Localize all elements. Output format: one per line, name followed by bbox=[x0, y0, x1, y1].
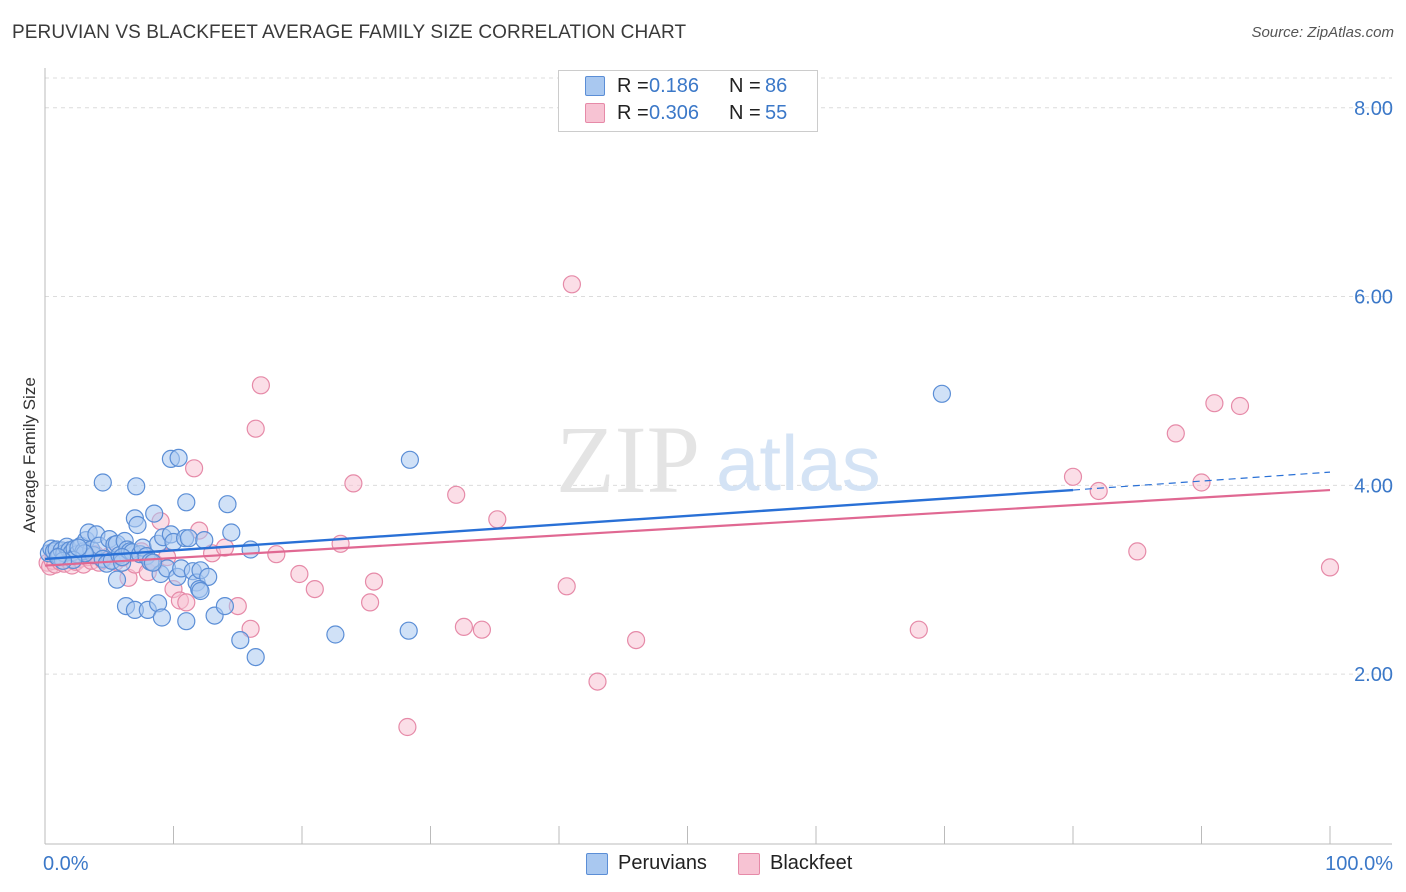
data-point bbox=[326, 625, 345, 644]
y-tick-label: 4.00 bbox=[1354, 475, 1393, 497]
tick-labels: 2.00 4.00 6.00 8.00 0.0% 100.0% bbox=[43, 98, 1393, 875]
data-point bbox=[107, 570, 127, 589]
data-point bbox=[305, 579, 324, 599]
data-point bbox=[447, 485, 466, 504]
data-point bbox=[127, 477, 146, 496]
blackfeet-legend-swatch bbox=[738, 853, 760, 875]
data-point bbox=[179, 529, 198, 548]
x-tick-label: 100.0% bbox=[1325, 853, 1393, 875]
data-point bbox=[69, 538, 88, 557]
data-point bbox=[1128, 542, 1147, 561]
data-point bbox=[199, 567, 218, 587]
data-point bbox=[169, 448, 188, 467]
data-point bbox=[1320, 558, 1340, 577]
data-point bbox=[909, 620, 928, 639]
data-point bbox=[399, 621, 418, 640]
y-tick-label: 8.00 bbox=[1354, 98, 1393, 120]
blackfeet-legend-label: Blackfeet bbox=[770, 852, 853, 874]
data-point bbox=[191, 581, 210, 601]
data-point bbox=[241, 540, 260, 559]
legend-r-label: R = bbox=[617, 102, 649, 124]
data-point bbox=[400, 450, 419, 469]
peruvians-trend-extension bbox=[1072, 471, 1331, 491]
chart-title: PERUVIAN VS BLACKFEET AVERAGE FAMILY SIZ… bbox=[12, 22, 687, 43]
data-point bbox=[246, 419, 265, 438]
data-point bbox=[364, 572, 384, 591]
data-point bbox=[177, 593, 196, 612]
data-point bbox=[1063, 467, 1083, 486]
data-point bbox=[185, 459, 204, 478]
legend-n-value: 55 bbox=[765, 102, 788, 124]
data-point bbox=[218, 495, 237, 514]
data-point bbox=[562, 275, 582, 294]
peruvians-points bbox=[39, 384, 952, 667]
data-point bbox=[361, 593, 380, 612]
legend-n-label: N = bbox=[729, 75, 761, 97]
data-point bbox=[152, 608, 171, 627]
trend-lines bbox=[44, 471, 1331, 567]
data-point bbox=[398, 717, 417, 737]
legend-r-value: 0.306 bbox=[649, 102, 700, 124]
data-point bbox=[241, 619, 260, 638]
data-point bbox=[932, 384, 952, 403]
data-point bbox=[1089, 481, 1108, 501]
data-point bbox=[145, 504, 164, 523]
legend-n-value: 86 bbox=[765, 75, 788, 97]
data-point bbox=[1230, 396, 1250, 416]
watermark-atlas: atlas bbox=[716, 419, 881, 507]
grid-lines bbox=[45, 77, 1392, 675]
peruvians-legend-label: Peruvians bbox=[618, 852, 707, 874]
data-point bbox=[454, 617, 473, 637]
data-point bbox=[472, 620, 491, 639]
blackfeet-swatch bbox=[585, 103, 605, 123]
data-point bbox=[93, 473, 112, 492]
blackfeet-trend-line bbox=[44, 488, 1331, 567]
x-tick-label: 0.0% bbox=[43, 853, 89, 875]
data-point bbox=[251, 376, 270, 395]
peruvians-trend-line bbox=[44, 488, 1074, 561]
data-point bbox=[231, 630, 250, 650]
data-point bbox=[626, 630, 646, 650]
data-point bbox=[588, 672, 607, 691]
data-point bbox=[215, 596, 234, 616]
legend-n-label: N = bbox=[729, 102, 761, 124]
data-point bbox=[1192, 473, 1211, 492]
data-point bbox=[1205, 394, 1224, 413]
watermark-zip: ZIP bbox=[556, 406, 700, 513]
peruvians-legend-swatch bbox=[586, 853, 608, 875]
data-point bbox=[267, 545, 286, 564]
legend-stats: R = 0.186 N = 86 R = 0.306 N = 55 bbox=[558, 70, 818, 132]
data-point bbox=[344, 474, 363, 493]
data-point bbox=[246, 647, 265, 667]
data-point bbox=[177, 612, 196, 631]
data-point bbox=[143, 553, 162, 572]
data-point bbox=[290, 564, 309, 584]
data-point bbox=[488, 510, 507, 529]
peruvians-swatch bbox=[585, 76, 605, 96]
legend-r-label: R = bbox=[617, 75, 649, 97]
data-point bbox=[112, 547, 132, 567]
data-point bbox=[222, 523, 241, 542]
y-tick-label: 2.00 bbox=[1354, 664, 1393, 686]
data-point bbox=[1166, 424, 1185, 443]
legend-r-value: 0.186 bbox=[649, 75, 700, 97]
data-point bbox=[195, 530, 214, 550]
data-point bbox=[557, 577, 576, 596]
watermark: ZIP atlas bbox=[556, 406, 881, 513]
data-point bbox=[177, 493, 196, 512]
y-tick-label: 6.00 bbox=[1354, 287, 1393, 309]
axes bbox=[44, 68, 1392, 845]
source-label: Source: ZipAtlas.com bbox=[1251, 24, 1394, 41]
data-point bbox=[128, 515, 147, 535]
